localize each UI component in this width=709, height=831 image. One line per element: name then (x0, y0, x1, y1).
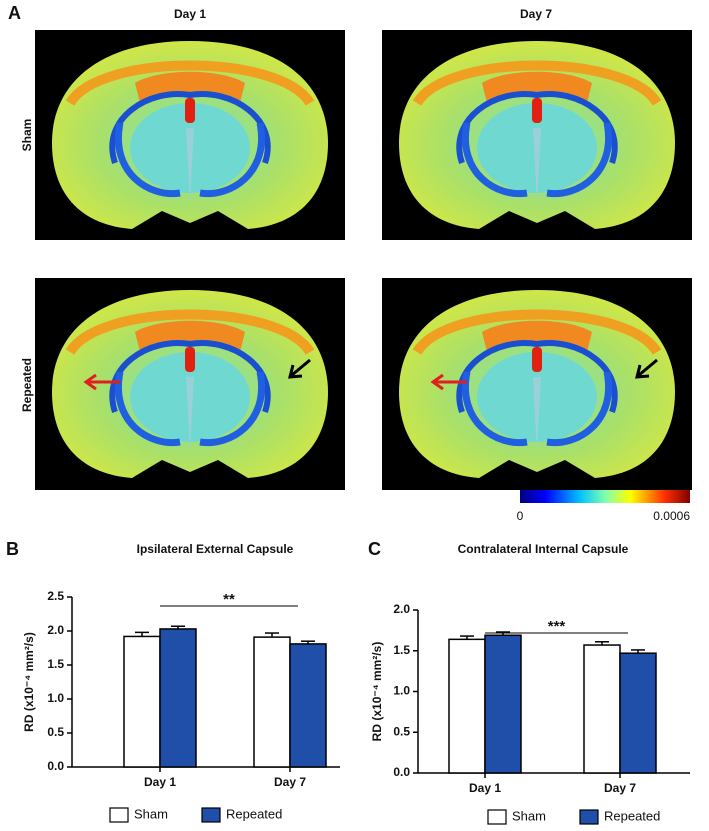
chart-title: Ipsilateral External Capsule (137, 542, 294, 556)
y-axis-label: RD (x10⁻⁴ mm²/s) (22, 632, 36, 732)
panel-label: A (8, 3, 21, 23)
legend-label: Sham (134, 806, 168, 821)
mri-image (35, 30, 345, 240)
column-header: Day 1 (174, 7, 206, 21)
bar (448, 638, 486, 774)
colorbar-label: 0 (517, 509, 524, 523)
mri-image (35, 278, 345, 490)
y-axis-label: RD (x10⁻⁴ mm²/s) (370, 642, 384, 742)
significance-label: *** (548, 618, 566, 635)
y-tick-label: 2.5 (47, 589, 64, 603)
legend-swatch (201, 807, 221, 823)
significance-label: ** (223, 591, 235, 608)
bar (253, 636, 291, 768)
y-tick-label: 0.0 (393, 765, 410, 779)
colorbar-label: 0.0006 (653, 509, 690, 523)
chart-title: Contralateral Internal Capsule (458, 542, 629, 556)
row-label: Sham (20, 119, 34, 152)
legend-label: Repeated (226, 806, 282, 821)
bar (583, 644, 621, 774)
mri-image (382, 278, 692, 490)
bar (159, 628, 197, 768)
legend-swatch (579, 809, 599, 825)
x-tick-label: Day 7 (274, 775, 306, 789)
y-tick-label: 0.0 (47, 759, 64, 773)
row-label: Repeated (20, 358, 34, 412)
x-tick-label: Day 1 (469, 781, 501, 795)
panel-label: B (6, 539, 19, 559)
colorbar (520, 490, 690, 503)
y-tick-label: 2.0 (393, 602, 410, 616)
mri-image (382, 30, 692, 240)
legend-swatch (109, 807, 129, 823)
y-tick-label: 1.5 (47, 657, 64, 671)
legend-label: Sham (512, 808, 546, 823)
bar (289, 643, 327, 768)
bar (484, 634, 522, 774)
y-tick-label: 1.0 (47, 691, 64, 705)
legend-swatch (487, 809, 507, 825)
y-tick-label: 0.5 (393, 724, 410, 738)
y-tick-label: 0.5 (47, 725, 64, 739)
y-tick-label: 2.0 (47, 623, 64, 637)
bar (619, 652, 657, 774)
x-tick-label: Day 1 (144, 775, 176, 789)
bar (123, 635, 161, 768)
y-tick-label: 1.0 (393, 684, 410, 698)
panel-label: C (368, 539, 381, 559)
legend-label: Repeated (604, 808, 660, 823)
y-tick-label: 1.5 (393, 643, 410, 657)
column-header: Day 7 (520, 7, 552, 21)
x-tick-label: Day 7 (604, 781, 636, 795)
